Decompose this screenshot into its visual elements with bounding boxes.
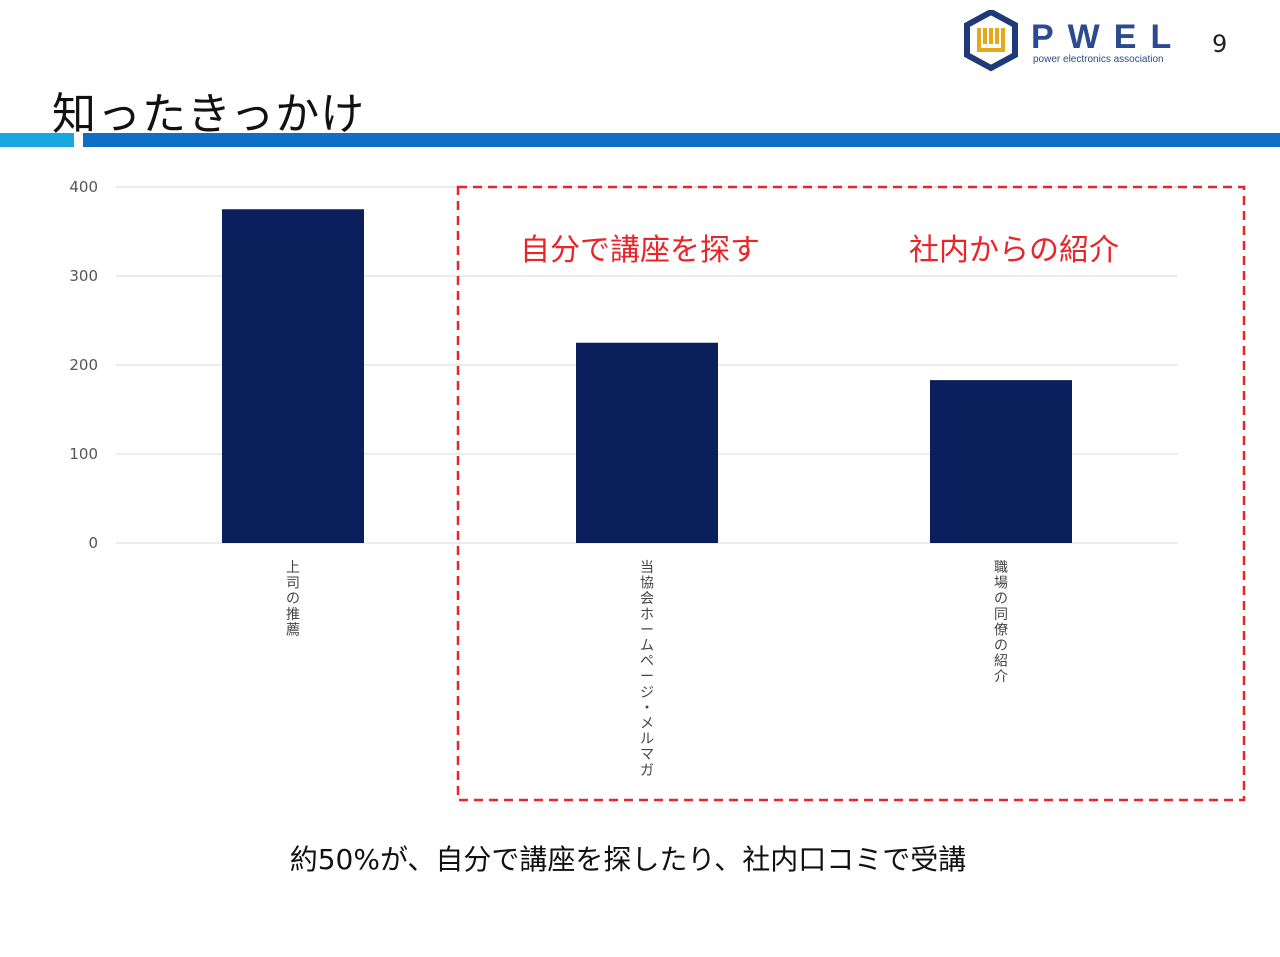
pwel-logo: PWEL power electronics association bbox=[964, 10, 1185, 72]
x-category-label-char: 同 bbox=[994, 607, 1008, 623]
x-category-label-char: 会 bbox=[640, 591, 654, 607]
x-category-label-char: の bbox=[994, 638, 1008, 654]
page-number: 9 bbox=[1212, 30, 1228, 58]
x-category-label-char: 場 bbox=[994, 576, 1008, 592]
logo-tagline: power electronics association bbox=[1033, 54, 1164, 65]
highlight-label: 自分で講座を探す bbox=[520, 233, 760, 268]
y-tick-label: 100 bbox=[69, 445, 98, 463]
y-tick-label: 300 bbox=[69, 267, 98, 285]
x-category-label-char: 紹 bbox=[994, 654, 1008, 670]
x-category-label-char: の bbox=[286, 591, 300, 607]
x-category-label-char: 僚 bbox=[994, 622, 1008, 638]
x-category-label-char: ル bbox=[640, 732, 654, 748]
x-category-label-char: ー bbox=[640, 622, 654, 638]
x-category-label-char: 上 bbox=[286, 560, 300, 576]
x-category-label-char: 職 bbox=[994, 560, 1008, 576]
bar bbox=[930, 380, 1072, 543]
logo-letters: PWEL bbox=[1031, 18, 1185, 56]
y-tick-label: 0 bbox=[88, 534, 98, 552]
x-category-label-char: 薦 bbox=[286, 622, 300, 638]
logo-hexagon-icon bbox=[964, 10, 1018, 72]
logo-emblem-icon bbox=[977, 28, 1005, 52]
x-category-label-char: 推 bbox=[286, 607, 300, 623]
title-rule bbox=[83, 133, 1280, 147]
x-category-label-char: ペ bbox=[640, 654, 654, 670]
x-category-label-char: 当 bbox=[640, 560, 654, 576]
bar-chart: 0100200300400上司の推薦当協会ホームページ・メルマガ職場の同僚の紹介… bbox=[69, 178, 1246, 802]
x-category-label-char: マ bbox=[640, 747, 654, 763]
x-category-label-char: ー bbox=[640, 669, 654, 685]
title-rule-accent bbox=[0, 133, 74, 147]
x-category-label-char: ガ bbox=[640, 763, 654, 779]
x-category-label-char: 司 bbox=[286, 576, 300, 592]
highlight-box bbox=[456, 185, 1246, 802]
x-category-label-char: ・ bbox=[640, 700, 654, 716]
highlight-label: 社内からの紹介 bbox=[909, 233, 1119, 268]
x-category-label-char: の bbox=[994, 591, 1008, 607]
x-category-label-char: ホ bbox=[640, 607, 654, 623]
x-category-label-char: メ bbox=[640, 716, 654, 732]
y-tick-label: 200 bbox=[69, 356, 98, 374]
x-category-label-char: 協 bbox=[640, 576, 654, 592]
summary-text: 約50%が、自分で講座を探したり、社内口コミで受講 bbox=[289, 843, 967, 876]
bar bbox=[576, 342, 718, 543]
slide-title: 知ったきっかけ bbox=[52, 89, 366, 140]
bar bbox=[222, 209, 364, 543]
x-category-label-char: ム bbox=[640, 638, 654, 654]
x-category-label-char: 介 bbox=[994, 669, 1008, 685]
y-tick-label: 400 bbox=[69, 178, 98, 196]
x-category-label-char: ジ bbox=[640, 685, 654, 701]
